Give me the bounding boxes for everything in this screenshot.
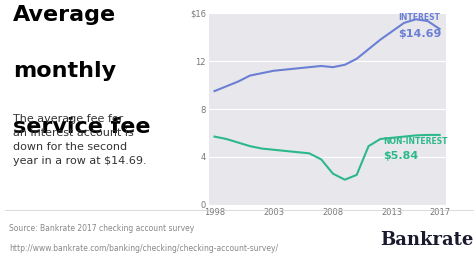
Text: Average: Average — [13, 5, 116, 25]
Text: service fee: service fee — [13, 117, 151, 137]
Text: The average fee for
an interest account is
down for the second
year in a row at : The average fee for an interest account … — [13, 114, 147, 166]
Text: INTEREST: INTEREST — [398, 13, 440, 22]
Text: Source: Bankrate 2017 checking account survey: Source: Bankrate 2017 checking account s… — [9, 224, 195, 233]
Text: Bankrate: Bankrate — [380, 231, 474, 249]
Text: $5.84: $5.84 — [383, 151, 418, 161]
Text: http://www.bankrate.com/banking/checking/checking-account-survey/: http://www.bankrate.com/banking/checking… — [9, 244, 279, 253]
Text: NON-INTEREST: NON-INTEREST — [383, 137, 447, 146]
Text: $14.69: $14.69 — [398, 29, 442, 39]
Text: monthly: monthly — [13, 61, 116, 81]
